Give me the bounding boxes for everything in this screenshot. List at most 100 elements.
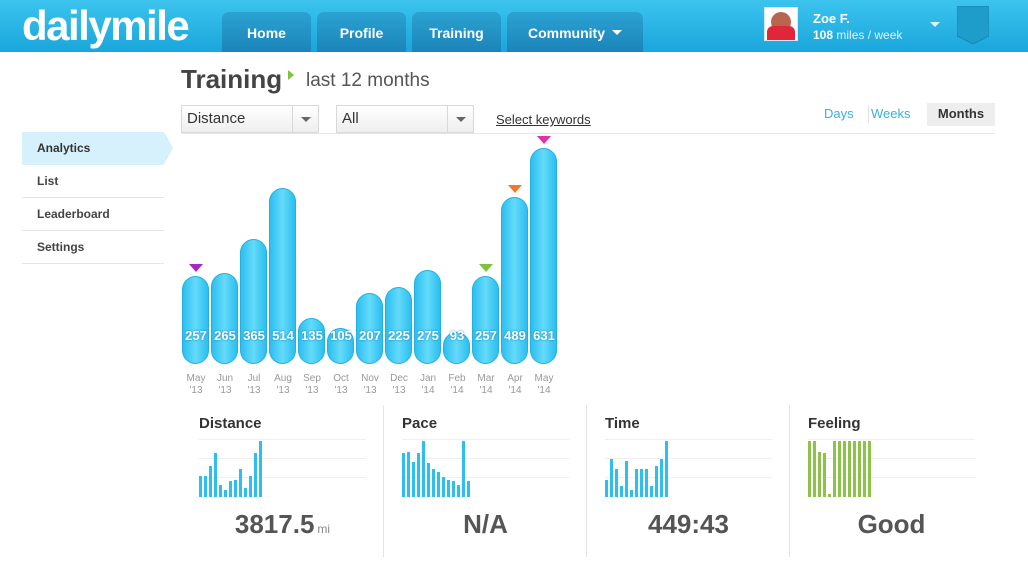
stat-divider	[383, 405, 384, 557]
month-tick-label: May '14	[534, 373, 554, 396]
stat-value: 449:43	[648, 509, 729, 539]
sparkline-bar	[219, 484, 222, 497]
activity-select-button[interactable]	[447, 106, 473, 132]
bar[interactable]	[269, 188, 296, 364]
bar-marker-icon[interactable]	[536, 136, 551, 144]
sparkline-bar	[863, 441, 866, 497]
bar-value-label: 207	[359, 328, 381, 343]
sparkline-bar	[214, 453, 217, 497]
activity-select[interactable]: All	[336, 105, 474, 133]
bar[interactable]	[211, 273, 238, 364]
sparkline	[402, 439, 569, 497]
sparkline-bar	[635, 469, 638, 497]
period-weeks[interactable]: Weeks	[871, 106, 911, 121]
nav-training[interactable]: Training	[412, 12, 501, 52]
bar-value-label: 225	[388, 328, 410, 343]
page-subtitle: last 12 months	[306, 70, 430, 91]
sparkline-bar	[462, 441, 465, 497]
period-months[interactable]: Months	[927, 103, 995, 126]
bar-marker-icon[interactable]	[507, 184, 522, 193]
sidebar-item-analytics[interactable]: Analytics	[22, 132, 164, 165]
bar[interactable]	[472, 276, 499, 364]
sidebar-item-label: Settings	[37, 240, 85, 254]
sparkline-bar	[209, 466, 212, 497]
sparkline-bar	[452, 481, 455, 497]
user-name[interactable]: Zoe F.	[813, 11, 850, 26]
sparkline-bar	[254, 453, 257, 497]
top-bar: dailymile Home Profile Training Communit…	[0, 0, 1028, 52]
month-tick-label: Mar '14	[477, 373, 495, 396]
bar-value-label: 265	[214, 328, 236, 343]
bar-value-label: 365	[243, 328, 265, 343]
nav-profile[interactable]: Profile	[317, 12, 406, 52]
sparkline-bar	[838, 441, 841, 497]
bar-marker-icon[interactable]	[478, 264, 493, 273]
bar[interactable]	[443, 332, 470, 364]
activity-select-value: All	[342, 110, 359, 127]
sparkline-bar	[412, 462, 415, 497]
sparkline-bar	[853, 441, 856, 497]
month-tick-label: Oct '13	[333, 373, 349, 396]
sparkline-bar	[645, 469, 648, 497]
distance-bar-chart: 257 May '13 265 Jun '13 365 Jul '13 514 Aug '13 135 S…	[180, 136, 570, 400]
sparkline-bar	[660, 458, 663, 497]
select-keywords-link[interactable]: Select keywords	[496, 112, 591, 127]
stat-divider	[789, 405, 790, 557]
bar-value-label: 135	[301, 328, 323, 343]
metric-select-button[interactable]	[292, 106, 318, 132]
bar-value-label: 257	[185, 328, 207, 343]
month-tick-label: May '13	[186, 373, 206, 396]
sidebar-item-leaderboard[interactable]: Leaderboard	[22, 198, 164, 231]
bar-value-label: 93	[449, 328, 465, 343]
sparkline-bar	[259, 441, 262, 497]
bar[interactable]	[414, 269, 441, 364]
dailymile-logo[interactable]: dailymile	[22, 2, 190, 49]
bar[interactable]	[327, 328, 354, 364]
bar[interactable]	[501, 196, 528, 364]
month-tick-label: Jan '14	[419, 373, 437, 396]
bar[interactable]	[385, 286, 412, 364]
metric-select-value: Distance	[187, 110, 246, 127]
sparkline-bar	[665, 441, 668, 497]
avatar[interactable]	[764, 7, 798, 41]
bar[interactable]	[240, 239, 267, 364]
sparkline-bar	[630, 490, 633, 497]
bookmark-icon[interactable]	[957, 6, 989, 44]
nav-community[interactable]: Community	[507, 12, 643, 52]
month-tick-label: Jun '13	[216, 373, 234, 396]
stat-divider	[586, 405, 587, 557]
arrow-right-icon	[288, 70, 294, 80]
sparkline-bar	[828, 493, 831, 497]
sparkline-bar	[640, 469, 643, 497]
bar-marker-icon[interactable]	[188, 264, 203, 273]
stat-unit: mi	[317, 522, 331, 536]
sparkline-bar	[808, 441, 811, 497]
sidebar-item-list[interactable]: List	[22, 165, 164, 198]
user-menu-chevron-icon[interactable]	[930, 22, 940, 27]
month-tick-label: Apr '14	[507, 373, 523, 396]
bar[interactable]	[356, 293, 383, 364]
stat-distance: Distance 3817.5 mi	[181, 405, 384, 557]
sparkline-bar	[625, 460, 628, 497]
sparkline-bar	[437, 471, 440, 497]
nav-home[interactable]: Home	[222, 12, 311, 52]
sparkline-bar	[655, 466, 658, 497]
period-days[interactable]: Days	[824, 106, 854, 121]
user-miles-unit: miles / week	[836, 28, 903, 42]
stat-title: Pace	[402, 415, 438, 432]
sparkline-bar	[843, 441, 846, 497]
bar-value-label: 105	[330, 328, 352, 343]
bar-value-label: 489	[504, 328, 526, 343]
month-tick-label: Nov '13	[361, 373, 379, 396]
sparkline-bar	[402, 453, 405, 497]
month-tick-label: Feb '14	[448, 373, 466, 396]
chevron-down-icon	[456, 117, 466, 122]
sparkline-bar	[605, 480, 608, 497]
bar[interactable]	[530, 148, 557, 364]
metric-select[interactable]: Distance	[181, 105, 319, 133]
user-weekly-miles: 108 miles / week	[813, 28, 902, 42]
bar[interactable]	[298, 317, 325, 364]
sparkline-bar	[422, 441, 425, 497]
bar[interactable]	[182, 276, 209, 364]
sidebar-item-settings[interactable]: Settings	[22, 231, 164, 264]
